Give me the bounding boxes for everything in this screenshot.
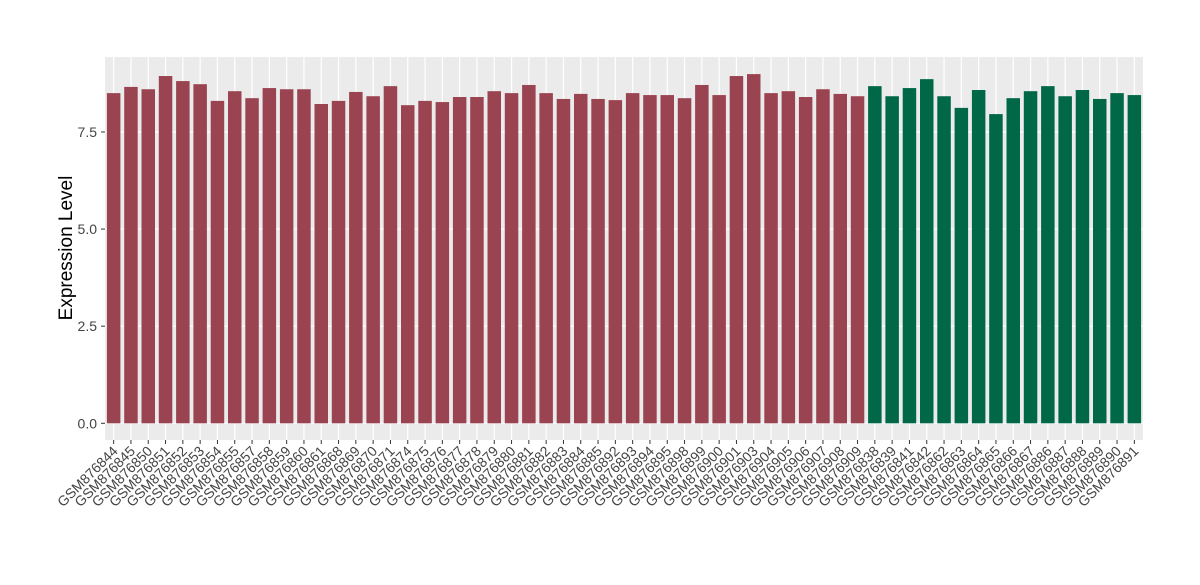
- bar: [764, 93, 778, 424]
- bar: [314, 104, 328, 424]
- bar: [418, 100, 432, 424]
- bar: [643, 95, 657, 424]
- bar: [695, 84, 709, 424]
- bar: [470, 97, 484, 424]
- bar: [729, 76, 744, 424]
- bar: [504, 93, 519, 424]
- bar: [1075, 90, 1090, 424]
- bar: [556, 98, 571, 424]
- bar: [868, 86, 882, 424]
- bar: [1058, 96, 1072, 424]
- bar: [1127, 95, 1142, 424]
- bar: [608, 100, 623, 424]
- bar: [902, 88, 917, 424]
- bar: [747, 74, 761, 424]
- y-tick-label: 0.0: [78, 415, 98, 431]
- y-axis-title: Expression Level: [56, 176, 77, 321]
- bar: [193, 84, 207, 424]
- bar: [401, 105, 415, 424]
- bar: [833, 93, 847, 424]
- y-tick-label: 7.5: [78, 124, 98, 140]
- bar: [885, 96, 899, 424]
- bar: [937, 96, 951, 424]
- panel: [105, 57, 1143, 440]
- bar: [798, 97, 813, 424]
- bar: [106, 93, 121, 424]
- bar: [850, 96, 865, 424]
- bar: [574, 93, 588, 424]
- bar: [349, 91, 363, 424]
- y-tick-label: 2.5: [78, 318, 98, 334]
- bar: [1023, 91, 1038, 424]
- bar: [366, 96, 380, 424]
- bar: [383, 86, 398, 424]
- bar: [712, 95, 726, 424]
- bar: [262, 88, 277, 424]
- bar: [660, 95, 674, 424]
- bar: [1006, 98, 1020, 424]
- bar: [522, 84, 536, 424]
- bar: [625, 93, 640, 424]
- bar: [176, 81, 190, 424]
- bar: [452, 97, 467, 424]
- bar: [279, 89, 294, 424]
- bar: [331, 100, 346, 424]
- bar: [158, 76, 173, 424]
- bar: [245, 98, 259, 424]
- bar: [539, 93, 553, 424]
- bar: [781, 91, 796, 424]
- bar: [677, 98, 692, 424]
- bar: [920, 79, 934, 424]
- bar: [971, 90, 986, 424]
- bar: [228, 91, 242, 424]
- bar: [1110, 93, 1124, 424]
- bar: [487, 91, 501, 424]
- bar: [591, 98, 605, 424]
- bar: [141, 89, 155, 424]
- y-tick-label: 5.0: [78, 221, 98, 237]
- bar: [210, 100, 225, 424]
- bar: [816, 89, 830, 424]
- bar: [1093, 98, 1107, 424]
- bar: [124, 86, 138, 424]
- bar: [954, 107, 969, 424]
- bar: [297, 89, 311, 424]
- bar: [989, 114, 1003, 424]
- bar: [435, 102, 450, 424]
- bar: [1041, 86, 1055, 424]
